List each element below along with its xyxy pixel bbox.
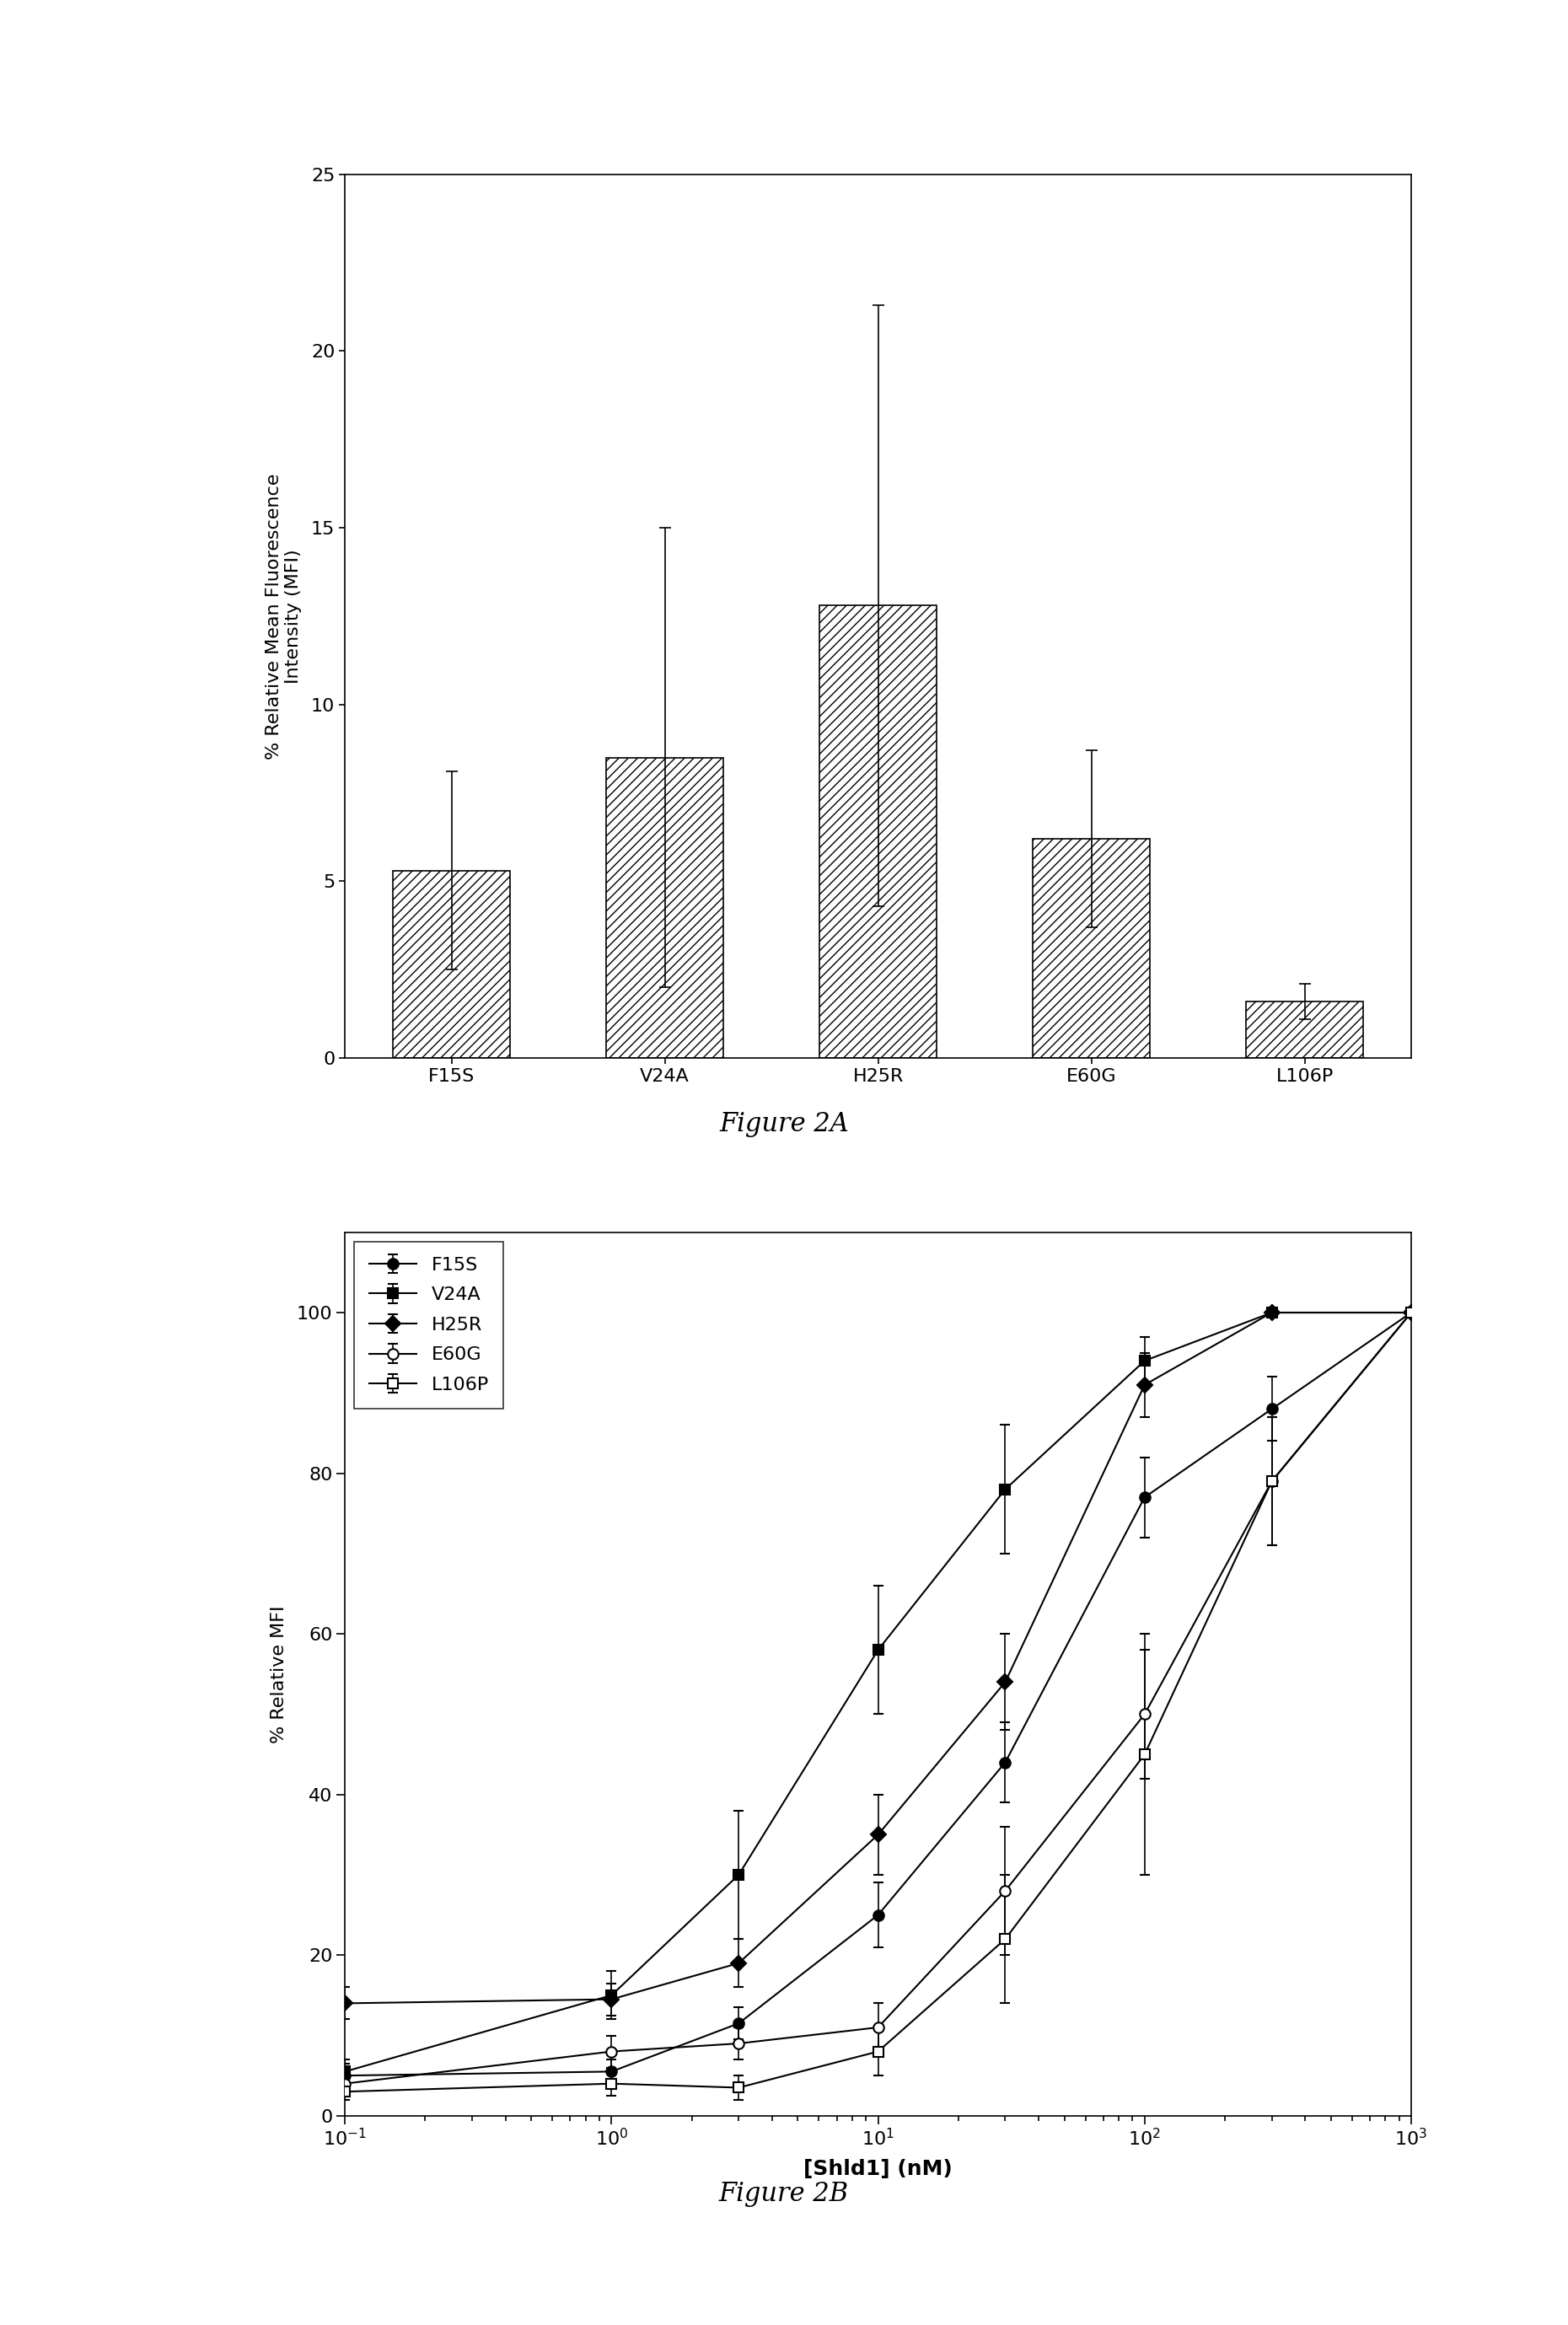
X-axis label: [Shld1] (nM): [Shld1] (nM) (803, 2158, 953, 2179)
Y-axis label: % Relative MFI: % Relative MFI (271, 1604, 287, 1744)
Bar (820, 604, 936, 1058)
Legend: F15S, V24A, H25R, E60G, L106P: F15S, V24A, H25R, E60G, L106P (354, 1242, 503, 1409)
Text: Figure 2B: Figure 2B (720, 2181, 848, 2206)
Y-axis label: % Relative Mean Fluorescence
Intensity (MFI): % Relative Mean Fluorescence Intensity (… (265, 472, 301, 760)
Bar (1033, 839, 1149, 1058)
Bar (394, 870, 510, 1058)
Bar (607, 758, 723, 1058)
Text: Figure 2A: Figure 2A (720, 1111, 848, 1137)
Bar (1247, 1002, 1363, 1058)
